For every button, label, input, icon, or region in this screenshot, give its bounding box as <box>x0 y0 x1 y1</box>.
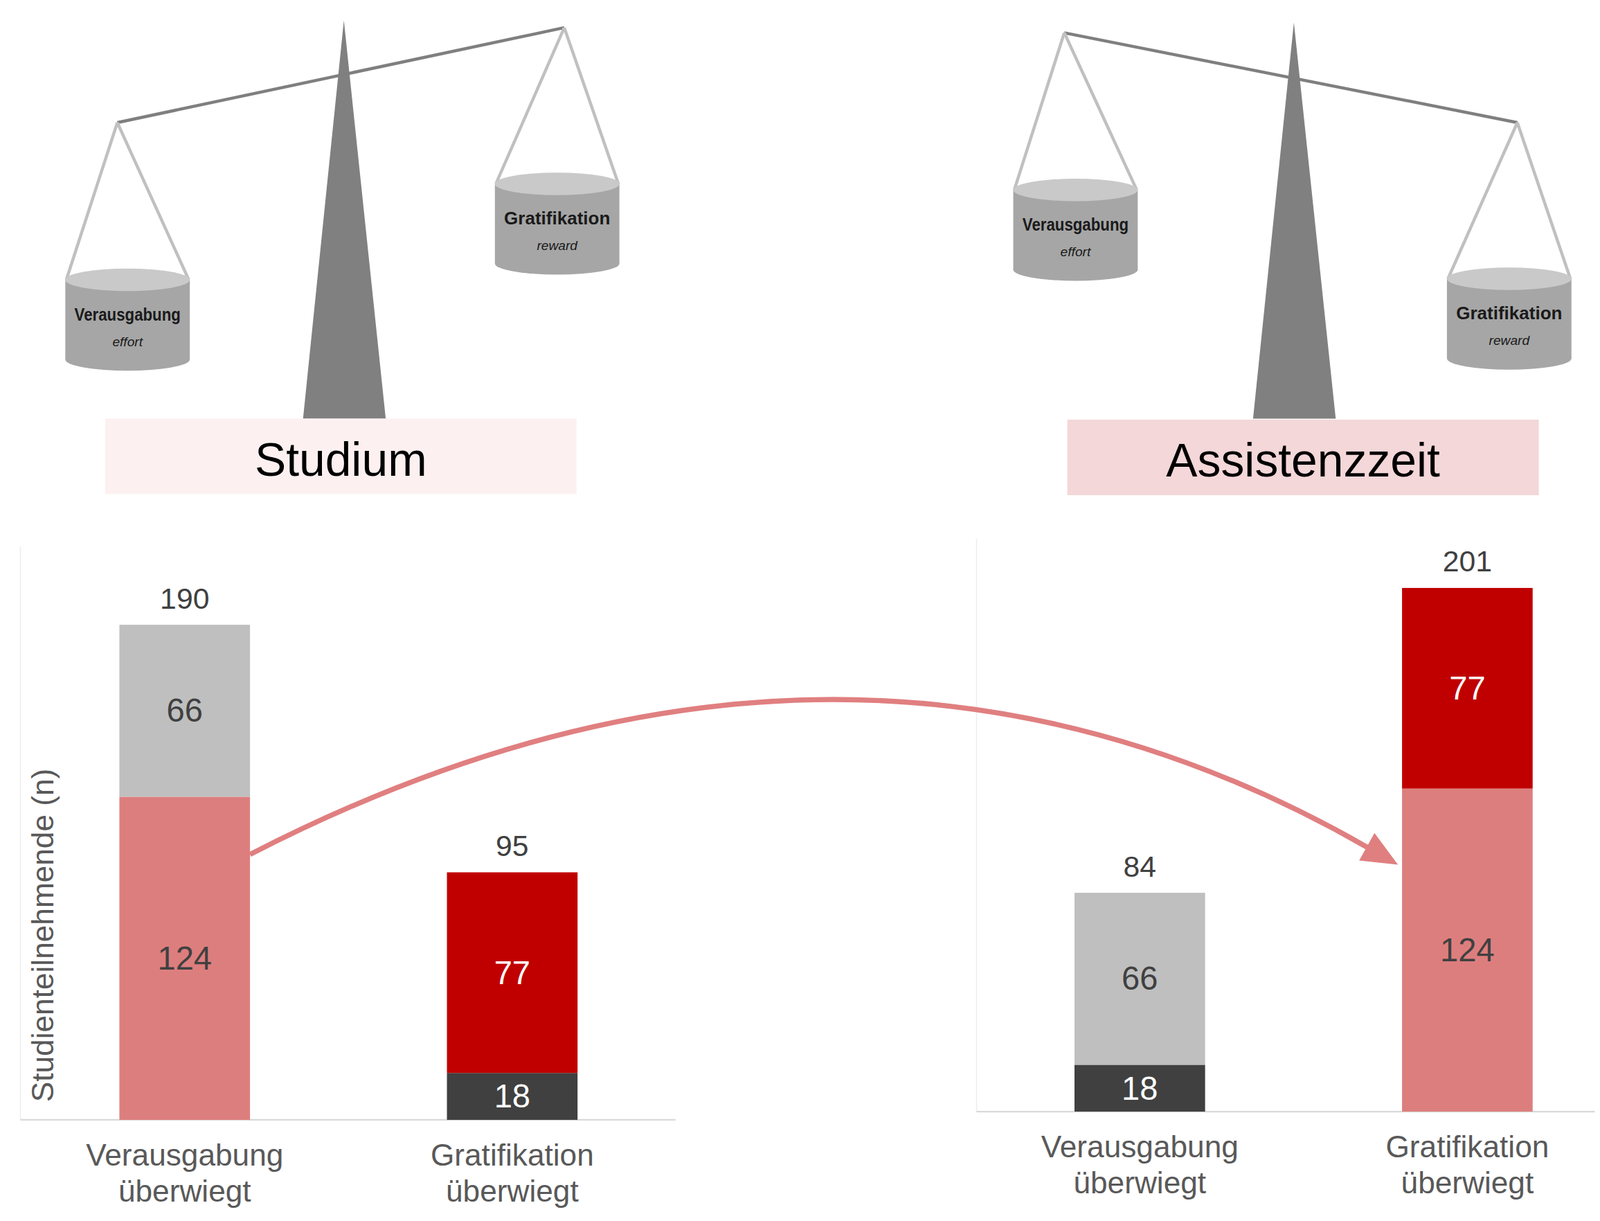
data-label: 66 <box>166 691 203 729</box>
scale-pillar <box>1253 22 1336 419</box>
scale-string <box>495 27 565 184</box>
category-line: Gratifikation <box>430 1137 595 1172</box>
y-axis-line <box>20 546 21 1120</box>
cylinder-bottom <box>495 252 620 275</box>
title-box <box>1067 419 1540 496</box>
data-label: 77 <box>1449 669 1486 707</box>
category-line: Gratifikation <box>1385 1129 1549 1164</box>
category-line: überwiegt <box>118 1173 252 1208</box>
scale-sublabel: reward <box>1489 333 1531 348</box>
category-line: Verausgabung <box>85 1137 284 1172</box>
category-label: Verausgabungüberwiegt <box>1041 1129 1239 1200</box>
total-label: 190 <box>159 581 210 615</box>
scale-sublabel: effort <box>1060 244 1092 259</box>
data-label: 124 <box>157 939 212 977</box>
data-label: 18 <box>1121 1069 1158 1107</box>
bar-segment <box>447 872 579 1074</box>
scale-string <box>1517 122 1571 279</box>
title-box <box>105 418 577 494</box>
data-label: 124 <box>1440 931 1495 968</box>
category-label: Gratifikationüberwiegt <box>430 1137 595 1208</box>
cylinder-top <box>495 172 620 195</box>
cylinder-top <box>65 268 190 291</box>
bar-segment <box>447 1072 579 1120</box>
scale-string <box>1447 122 1517 279</box>
cylinder-bottom <box>1446 346 1572 370</box>
balance-scale: Verausgabung effort Gratifikation reward <box>1013 22 1572 419</box>
bar-segment <box>1401 587 1533 789</box>
bar-segment <box>1074 892 1206 1065</box>
scale-label: Verausgabung <box>74 304 181 325</box>
page: VerausgabungeffortGratifikationrewardVer… <box>0 0 1600 1221</box>
bars <box>119 624 578 1120</box>
total-label: 84 <box>1123 849 1157 883</box>
scale-label: Verausgabung <box>1022 214 1129 235</box>
category-line: überwiegt <box>445 1173 579 1208</box>
bar-segment <box>119 624 250 797</box>
category-label: Verausgabungüberwiegt <box>85 1137 284 1208</box>
category-label: Gratifikationüberwiegt <box>1385 1129 1549 1200</box>
bars <box>1074 587 1533 1112</box>
category-line: Verausgabung <box>1041 1129 1239 1164</box>
scale-beam <box>117 27 565 123</box>
cylinder-body <box>495 183 620 264</box>
scale-string <box>1064 32 1137 190</box>
transition-arrow <box>249 699 1398 865</box>
cylinder-body <box>1013 189 1139 270</box>
cylinder-body <box>1446 278 1572 358</box>
cylinder-bottom <box>1013 258 1139 281</box>
scale-sublabel: reward <box>536 238 579 253</box>
bar-segment <box>1074 1064 1206 1112</box>
cylinder-body <box>65 279 190 360</box>
scale-string <box>564 27 619 184</box>
data-label: 66 <box>1121 959 1158 997</box>
cylinder-bottom <box>65 348 190 371</box>
scale-beam <box>1064 32 1517 123</box>
scale-label: Gratifikation <box>1455 303 1562 323</box>
data-label: 18 <box>494 1077 531 1114</box>
category-line: überwiegt <box>1073 1165 1207 1200</box>
scale-string <box>117 122 189 280</box>
labels: 18 66 84 124 77 201 <box>1121 544 1495 1106</box>
total-label: 201 <box>1442 544 1492 578</box>
scale-string <box>66 122 118 280</box>
arrow-curve <box>249 699 1368 855</box>
bar-segment <box>1401 788 1533 1112</box>
y-axis-line <box>976 537 977 1112</box>
scale-sublabel: effort <box>112 334 143 349</box>
panel-title: Studium <box>254 433 428 486</box>
arrow-head <box>1359 832 1398 865</box>
y-axis-title: Studienteilnehmende (n) <box>25 768 60 1103</box>
panel-title: Assistenzzeit <box>1165 434 1441 487</box>
category-line: überwiegt <box>1401 1165 1535 1200</box>
scale-label: Gratifikation <box>504 208 610 228</box>
cylinder-top <box>1446 267 1572 290</box>
balance-scale: Verausgabung effort Gratifikation reward <box>65 20 619 419</box>
bar-segment <box>119 796 250 1120</box>
labels: 124 66 190 18 77 95 <box>157 581 531 1115</box>
data-label: 77 <box>494 954 531 991</box>
total-label: 95 <box>495 828 529 862</box>
scale-string <box>1014 32 1065 190</box>
cylinder-top <box>1013 178 1139 201</box>
